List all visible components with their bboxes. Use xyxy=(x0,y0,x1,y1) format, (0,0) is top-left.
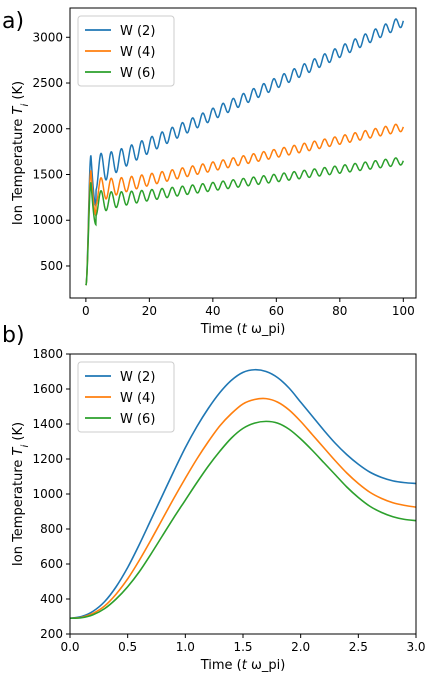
series-line xyxy=(85,18,405,286)
series-line xyxy=(70,397,416,620)
x-tick-label: 0.5 xyxy=(118,640,137,654)
x-tick-label: 40 xyxy=(205,304,220,318)
x-tick-label: 100 xyxy=(392,304,415,318)
x-tick-label: 2.5 xyxy=(349,640,368,654)
x-tick-label: 60 xyxy=(269,304,284,318)
x-tick-label: 20 xyxy=(142,304,157,318)
x-tick-label: 80 xyxy=(332,304,347,318)
x-tick-label: 1.5 xyxy=(233,640,252,654)
panel-label: b) xyxy=(2,323,25,348)
y-tick-label: 1000 xyxy=(32,213,63,227)
y-tick-label: 1800 xyxy=(32,347,63,361)
series-line xyxy=(70,368,416,620)
axes-frame xyxy=(69,7,417,299)
y-tick-label: 3000 xyxy=(32,30,63,44)
legend-label: W (4) xyxy=(120,45,155,60)
x-tick-label: 3.0 xyxy=(406,640,425,654)
legend-label: W (2) xyxy=(120,370,155,385)
y-tick-label: 400 xyxy=(40,592,63,606)
y-tick-label: 1500 xyxy=(32,167,63,181)
y-tick-label: 1200 xyxy=(32,452,63,466)
x-tick-label: 0 xyxy=(82,304,90,318)
legend-label: W (6) xyxy=(120,66,155,81)
x-tick-label: 1.0 xyxy=(176,640,195,654)
legend: W (2) W (4) W (6) xyxy=(77,361,175,433)
x-tick-label: 0.0 xyxy=(60,640,79,654)
y-tick-label: 1600 xyxy=(32,382,63,396)
y-axis-label: Ion Temperature Ti (K) xyxy=(11,422,31,566)
y-tick-label: 2500 xyxy=(32,76,63,90)
y-tick-label: 1400 xyxy=(32,417,63,431)
legend-label: W (2) xyxy=(120,24,155,39)
legend-box xyxy=(77,15,175,87)
x-axis-label: Time (t ω_pi) xyxy=(200,658,286,673)
x-axis-label: Time (t ω_pi) xyxy=(200,322,286,337)
y-tick-label: 2000 xyxy=(32,122,63,136)
legend-label: W (6) xyxy=(120,412,155,427)
legend-label: W (4) xyxy=(120,391,155,406)
y-tick-label: 800 xyxy=(40,522,63,536)
plot-lines xyxy=(70,368,416,620)
y-tick-label: 200 xyxy=(40,627,63,641)
panel-b: b) 0.0 0.5 1.0 1.5 2.0 2.5 3.0 200 400 600 800 1000 1… xyxy=(2,323,426,673)
y-tick-label: 1000 xyxy=(32,487,63,501)
y-tick-label: 500 xyxy=(40,259,63,273)
y-axis-label: Ion Temperature Ti (K) xyxy=(11,81,31,225)
series-line xyxy=(70,420,416,620)
plot-lines xyxy=(85,18,405,286)
legend-box xyxy=(77,361,175,433)
x-tick-label: 2.0 xyxy=(291,640,310,654)
panel-a: a) 0 20 40 60 80 100 500 1000 1500 2000 2500 3000 Tim… xyxy=(2,7,417,337)
legend: W (2) W (4) W (6) xyxy=(77,15,175,87)
panel-label: a) xyxy=(2,9,24,34)
series-line xyxy=(85,123,405,286)
series-line xyxy=(85,157,404,286)
y-tick-label: 600 xyxy=(40,557,63,571)
